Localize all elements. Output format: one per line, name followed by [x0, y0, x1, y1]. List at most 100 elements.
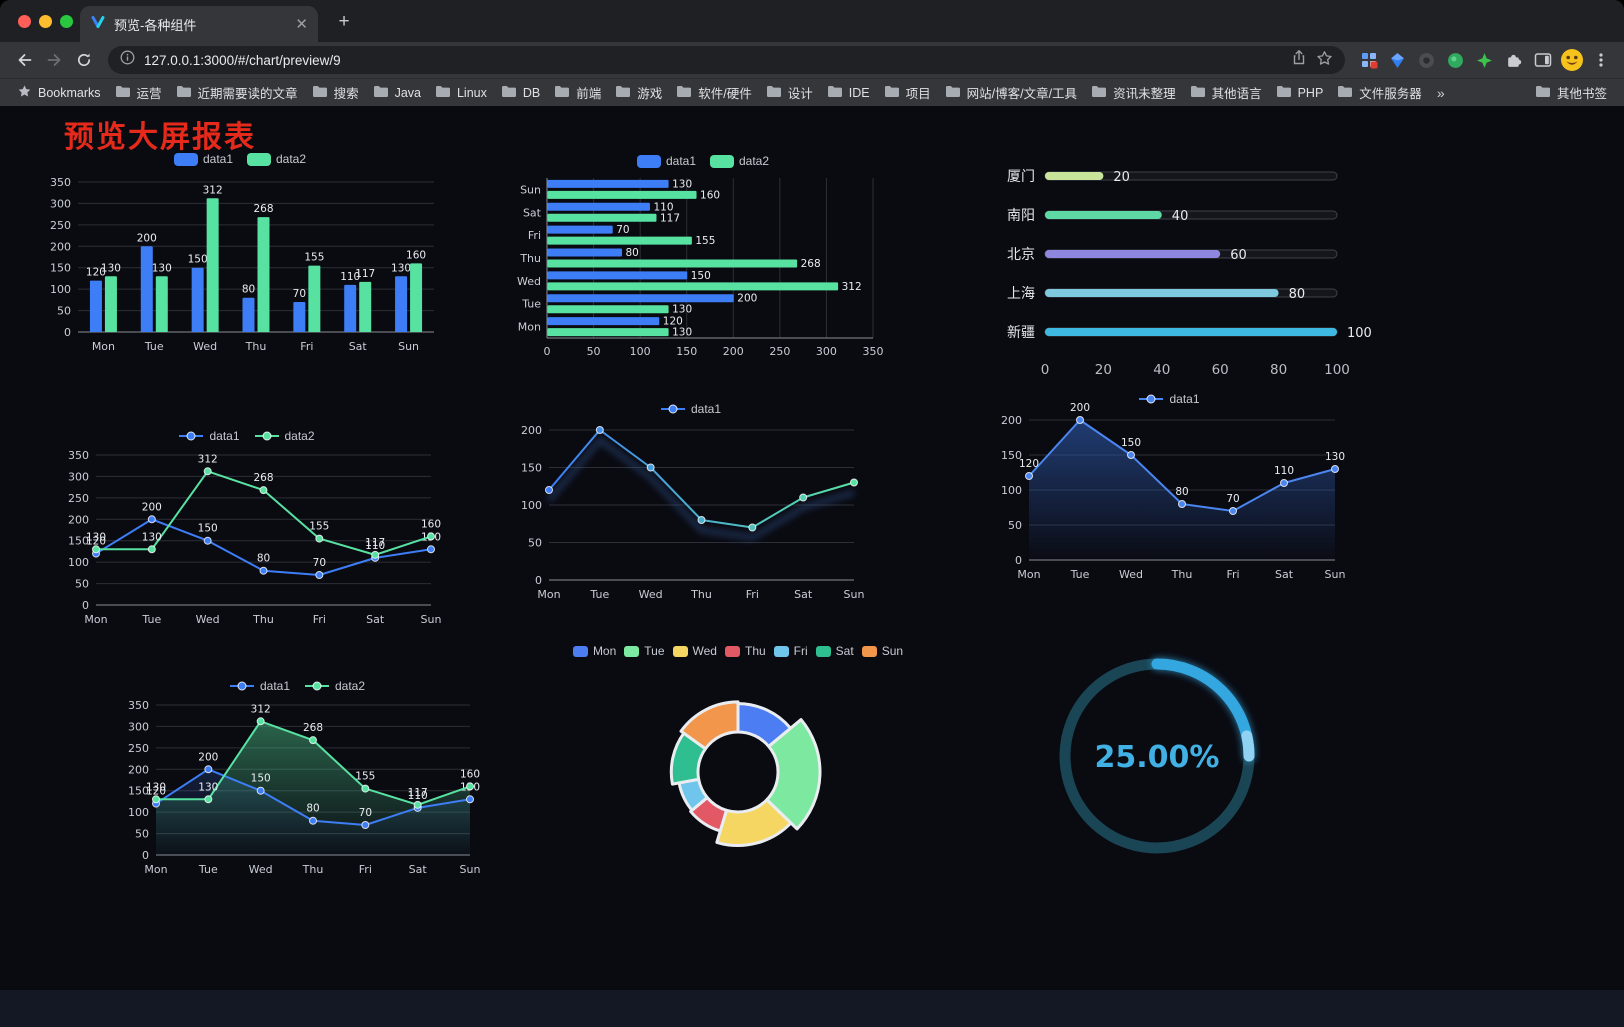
legend-item-data1[interactable]: data1: [636, 154, 696, 168]
svg-text:350: 350: [68, 449, 89, 462]
forward-button[interactable]: [40, 46, 68, 74]
extension-green-circle-icon[interactable]: [1442, 47, 1469, 74]
address-bar[interactable]: 127.0.0.1:3000/#/chart/preview/9: [108, 46, 1345, 74]
gauge-chart[interactable]: 25.00%: [1050, 650, 1265, 865]
bookmark-folder[interactable]: PHP: [1269, 82, 1331, 104]
two-line-area-chart[interactable]: 0 50 100 150 200 250 300 350 Mon Tue Wed Thu Fri Sat S…: [108, 697, 486, 890]
close-window-button[interactable]: [18, 15, 31, 28]
legend-item-data1[interactable]: data1: [1138, 392, 1200, 406]
chart-horizontal-bar-card: data1 data2 0 50 100 150 200 250 300 350 Sun 130 16…: [503, 150, 903, 372]
bookmark-folder[interactable]: 设计: [759, 80, 820, 105]
legend-item-data1[interactable]: data1: [660, 402, 721, 416]
legend-item-data2[interactable]: data2: [254, 429, 315, 443]
bookmark-folder-label: 网站/博客/文章/工具: [966, 87, 1078, 101]
side-panel-icon[interactable]: [1529, 47, 1556, 74]
folder-icon: [945, 85, 961, 101]
svg-text:160: 160: [406, 249, 426, 261]
legend-item-data1[interactable]: data1: [173, 152, 233, 166]
bookmark-folder-label: IDE: [848, 85, 870, 100]
grouped-bar-chart[interactable]: 050100150200250300350Mon120130Tue200130W…: [40, 170, 440, 362]
bookmark-folder[interactable]: 近期需要读的文章: [169, 80, 305, 105]
svg-text:150: 150: [68, 535, 89, 548]
bookmark-folder[interactable]: 搜索: [305, 80, 366, 105]
bookmark-folder[interactable]: Linux: [428, 82, 494, 104]
url-text[interactable]: 127.0.0.1:3000/#/chart/preview/9: [144, 52, 341, 68]
legend-item-data2[interactable]: data2: [304, 679, 365, 693]
two-line-chart[interactable]: 0 50 100 150 200 250 300 350 Mon Tue Wed Thu Fri Sat S…: [48, 447, 445, 637]
legend-item-Wed[interactable]: Wed: [672, 644, 717, 658]
bookmark-folder[interactable]: 运营: [108, 80, 169, 105]
legend-item-data1[interactable]: data1: [229, 679, 290, 693]
bookmark-folder[interactable]: 前端: [547, 80, 608, 105]
bookmark-folder[interactable]: 网站/博客/文章/工具: [938, 80, 1084, 105]
legend-item-Tue[interactable]: Tue: [624, 644, 665, 658]
extensions-puzzle-icon[interactable]: [1500, 47, 1527, 74]
svg-text:100: 100: [1324, 362, 1350, 378]
new-tab-button[interactable]: +: [338, 11, 350, 32]
svg-text:200: 200: [142, 501, 162, 513]
legend-item-data2[interactable]: data2: [247, 152, 306, 166]
bookmark-folder[interactable]: 文件服务器: [1330, 80, 1429, 105]
bookmark-folder[interactable]: 资讯未整理: [1084, 80, 1183, 105]
rose-donut-chart[interactable]: [558, 662, 918, 877]
folder-icon: [884, 85, 900, 101]
svg-text:110: 110: [408, 790, 428, 802]
other-bookmarks[interactable]: 其他书签: [1528, 80, 1614, 105]
extension-grid-icon[interactable]: [1355, 47, 1382, 74]
browser-menu-icon[interactable]: [1587, 47, 1614, 74]
bookmark-folder[interactable]: DB: [494, 82, 547, 104]
progress-bars-chart[interactable]: 厦门 20 南阳 40 北京 60 上海 80 新疆 100 0 20 40 60 80 100: [995, 160, 1372, 385]
svg-text:110: 110: [340, 271, 360, 283]
browser-tab[interactable]: 预览-各种组件 ✕: [80, 6, 318, 42]
legend-item-Sun[interactable]: Sun: [861, 644, 903, 658]
bookmark-folder[interactable]: Java: [366, 82, 428, 104]
svg-text:150: 150: [128, 785, 149, 798]
legend-item-Fri[interactable]: Fri: [773, 644, 808, 658]
reload-button[interactable]: [70, 46, 98, 74]
legend-item-data1[interactable]: data1: [178, 429, 240, 443]
legend-item-Thu[interactable]: Thu: [724, 644, 766, 658]
svg-text:50: 50: [1008, 519, 1022, 532]
folder-icon: [115, 85, 131, 101]
chart-gauge-card: 25.00%: [1050, 650, 1265, 865]
back-button[interactable]: [10, 46, 38, 74]
chart-legend: Mon Tue Wed Thu Fri Sat Sun: [558, 640, 918, 662]
bookmark-folder[interactable]: 游戏: [608, 80, 669, 105]
legend-swatch: [254, 431, 279, 441]
svg-text:155: 155: [304, 252, 324, 264]
gradient-line-chart[interactable]: 0 50 100 150 200 Mon Tue Wed Thu Fri Sat Sun: [503, 420, 878, 613]
site-info-icon[interactable]: [120, 50, 135, 70]
svg-text:Sat: Sat: [349, 340, 368, 353]
legend-item-data2[interactable]: data2: [710, 154, 769, 168]
share-icon[interactable]: [1291, 49, 1307, 71]
extension-gem-icon[interactable]: [1384, 47, 1411, 74]
svg-text:150: 150: [188, 254, 208, 266]
bookmark-folder[interactable]: 项目: [877, 80, 938, 105]
bookmark-star-icon[interactable]: [1316, 50, 1333, 71]
svg-text:50: 50: [528, 537, 542, 550]
minimize-window-button[interactable]: [39, 15, 52, 28]
chart-area-line-card: data1 0 50 100 150 200 Mon Tue Wed Thu Fri Sat Sun 1…: [985, 388, 1353, 588]
svg-text:268: 268: [253, 472, 273, 484]
area-line-chart[interactable]: 0 50 100 150 200 Mon Tue Wed Thu Fri Sat Sun 120 200 1…: [985, 402, 1353, 588]
bookmarks-manager[interactable]: Bookmarks: [10, 81, 108, 105]
legend-item-Sat[interactable]: Sat: [815, 644, 854, 658]
tab-close-icon[interactable]: ✕: [295, 15, 308, 33]
profile-avatar[interactable]: [1558, 47, 1585, 74]
bookmark-folder-label: DB: [522, 85, 541, 100]
legend-item-Mon[interactable]: Mon: [572, 644, 617, 658]
bookmark-folder[interactable]: 其他语言: [1183, 80, 1269, 105]
chart-legend: data1 data2: [48, 425, 445, 447]
bookmarks-overflow-chevron[interactable]: »: [1436, 84, 1445, 101]
extension-dark-circle-icon[interactable]: [1413, 47, 1440, 74]
bookmark-folder[interactable]: IDE: [820, 82, 877, 104]
legend-label: Thu: [744, 644, 766, 658]
svg-text:130: 130: [672, 327, 692, 339]
extension-star-icon[interactable]: [1471, 47, 1498, 74]
zoom-window-button[interactable]: [60, 15, 73, 28]
svg-text:北京: 北京: [1007, 247, 1035, 263]
legend-label: Mon: [592, 644, 617, 658]
svg-text:Tue: Tue: [198, 863, 218, 876]
bookmark-folder[interactable]: 软件/硬件: [669, 80, 758, 105]
